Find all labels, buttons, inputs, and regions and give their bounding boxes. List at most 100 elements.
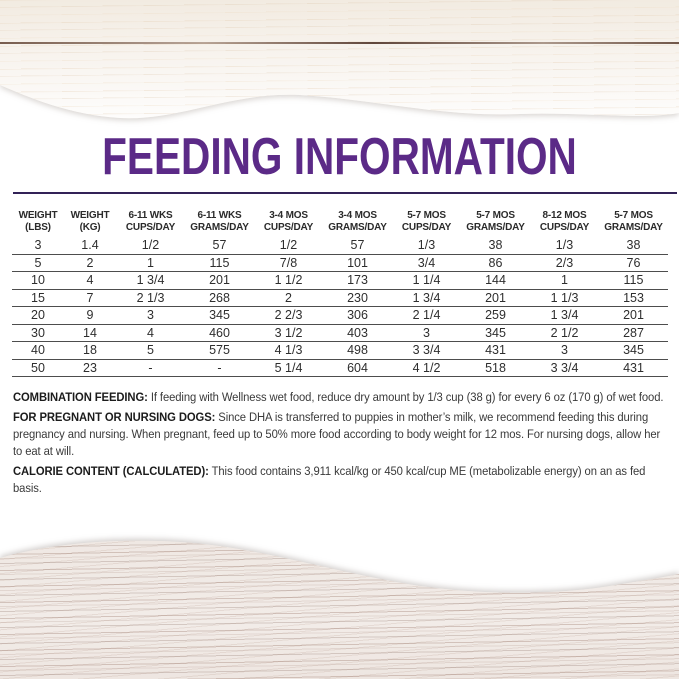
table-cell: - xyxy=(116,359,185,378)
column-header: 8-12 MOS CUPS/DAY xyxy=(530,206,599,237)
wood-plank-seam xyxy=(0,42,679,44)
column-header-unit: GRAMS/DAY xyxy=(190,221,249,233)
table-cell: 5 xyxy=(116,341,185,360)
table-cell: 498 xyxy=(323,341,392,360)
table-cell: 30 xyxy=(12,324,64,343)
table-row: 30 14 4 460 3 1/2 403 3 345 2 1/2 287 xyxy=(12,324,668,343)
table-cell: 7 xyxy=(64,289,116,308)
table-cell: 20 xyxy=(12,306,64,325)
table-cell: 18 xyxy=(64,341,116,360)
note-pregnant-nursing: FOR PREGNANT OR NURSING DOGS: Since DHA … xyxy=(13,409,666,460)
table-row: 50 23- -5 1/4 604 4 1/2 518 3 3/4 431 xyxy=(12,359,668,378)
table-cell: 431 xyxy=(461,341,530,360)
table-cell: 1 xyxy=(530,271,599,290)
content-area: FEEDING INFORMATION WEIGHT (LBS) WEIGHT (KG… xyxy=(0,130,679,500)
table-cell: 40 xyxy=(12,341,64,360)
table-row: 15 7 2 1/3 268 2 230 1 3/4 201 1 1/3 153 xyxy=(12,289,668,308)
table-cell: 1/2 xyxy=(116,237,185,255)
column-header-period: 3-4 MOS xyxy=(338,210,377,222)
table-cell: 1 xyxy=(116,254,185,273)
table-cell: 431 xyxy=(599,359,668,378)
table-cell: 50 xyxy=(12,359,64,378)
table-cell: 2 xyxy=(64,254,116,273)
table-cell: 2 2/3 xyxy=(254,306,323,325)
feeding-table: WEIGHT (LBS) WEIGHT (KG) 6-11 WKS CUPS/DAY 6-1… xyxy=(12,206,668,378)
column-header-unit: CUPS/DAY xyxy=(539,221,590,233)
table-cell: 101 xyxy=(323,254,392,273)
table-cell: 3 xyxy=(392,324,461,343)
column-header: 3-4 MOS CUPS/DAY xyxy=(254,206,323,237)
table-cell: 38 xyxy=(599,237,668,255)
note-label: COMBINATION FEEDING: xyxy=(13,390,148,405)
column-header: 5-7 MOS CUPS/DAY xyxy=(392,206,461,237)
feeding-table-header: WEIGHT (LBS) WEIGHT (KG) 6-11 WKS CUPS/DAY 6-1… xyxy=(12,206,668,237)
column-header-period: WEIGHT xyxy=(18,210,58,222)
table-cell: 14 xyxy=(64,324,116,343)
column-header-period: 3-4 MOS xyxy=(269,210,308,222)
column-header-period: 5-7 MOS xyxy=(476,210,515,222)
table-cell: 2 1/4 xyxy=(392,306,461,325)
feeding-notes: COMBINATION FEEDING: If feeding with Wel… xyxy=(13,389,666,497)
note-combination-feeding: COMBINATION FEEDING: If feeding with Wel… xyxy=(13,389,666,406)
table-cell: 201 xyxy=(599,306,668,325)
table-cell: - xyxy=(185,359,254,378)
column-header-unit: (LBS) xyxy=(25,221,51,233)
table-cell: 1/2 xyxy=(254,237,323,255)
table-cell: 1 1/4 xyxy=(392,271,461,290)
column-header-unit: CUPS/DAY xyxy=(263,221,314,233)
table-cell: 201 xyxy=(461,289,530,308)
page-title: FEEDING INFORMATION xyxy=(102,128,577,186)
table-cell: 2 1/2 xyxy=(530,324,599,343)
column-header-unit: GRAMS/DAY xyxy=(466,221,525,233)
column-header-period: 5-7 MOS xyxy=(614,210,653,222)
table-cell: 3 xyxy=(12,237,64,255)
table-cell: 4 xyxy=(116,324,185,343)
table-cell: 2 xyxy=(254,289,323,308)
table-cell: 230 xyxy=(323,289,392,308)
table-cell: 15 xyxy=(12,289,64,308)
table-cell: 306 xyxy=(323,306,392,325)
table-cell: 604 xyxy=(323,359,392,378)
column-header: 6-11 WKS CUPS/DAY xyxy=(116,206,185,237)
column-header-unit: GRAMS/DAY xyxy=(604,221,663,233)
table-cell: 57 xyxy=(323,237,392,255)
table-cell: 3 xyxy=(116,306,185,325)
table-cell: 4 1/2 xyxy=(392,359,461,378)
note-label: CALORIE CONTENT (CALCULATED): xyxy=(13,464,209,479)
table-cell: 1 3/4 xyxy=(392,289,461,308)
column-header-period: 8-12 MOS xyxy=(542,210,587,222)
wood-texture-bottom xyxy=(0,538,679,679)
table-cell: 144 xyxy=(461,271,530,290)
table-cell: 1.4 xyxy=(64,237,116,255)
table-cell: 2 1/3 xyxy=(116,289,185,308)
table-cell: 345 xyxy=(461,324,530,343)
table-cell: 259 xyxy=(461,306,530,325)
wood-texture-top xyxy=(0,0,679,132)
table-cell: 1 3/4 xyxy=(530,306,599,325)
column-header-period: 6-11 WKS xyxy=(128,210,173,222)
note-text: Since DHA is transferred to puppies in m… xyxy=(13,410,661,459)
table-cell: 173 xyxy=(323,271,392,290)
table-cell: 1 1/3 xyxy=(530,289,599,308)
table-cell: 5 xyxy=(12,254,64,273)
table-row: 10 4 1 3/4 201 1 1/2 173 1 1/4 144 1 115 xyxy=(12,271,668,290)
column-header-period: 6-11 WKS xyxy=(197,210,242,222)
note-text: This food contains 3,911 kcal/kg or 450 … xyxy=(13,464,646,496)
column-header-period: 5-7 MOS xyxy=(407,210,446,222)
column-header: 5-7 MOS GRAMS/DAY xyxy=(461,206,530,237)
table-cell: 23 xyxy=(64,359,116,378)
table-cell: 9 xyxy=(64,306,116,325)
table-cell: 345 xyxy=(599,341,668,360)
table-cell: 201 xyxy=(185,271,254,290)
table-cell: 3 1/2 xyxy=(254,324,323,343)
table-row: 40 18 5 575 4 1/3 498 3 3/4 431 3 345 xyxy=(12,341,668,360)
table-cell: 10 xyxy=(12,271,64,290)
column-header-unit: CUPS/DAY xyxy=(125,221,176,233)
table-cell: 287 xyxy=(599,324,668,343)
note-calorie-content: CALORIE CONTENT (CALCULATED): This food … xyxy=(13,463,666,497)
table-row: 20 9 3 345 2 2/3 306 2 1/4 259 1 3/4 201 xyxy=(12,306,668,325)
table-cell: 38 xyxy=(461,237,530,255)
table-row: 3 1.4 1/2 57 1/2 57 1/3 38 1/3 38 xyxy=(12,237,668,255)
table-cell: 76 xyxy=(599,254,668,273)
column-header: 5-7 MOS GRAMS/DAY xyxy=(599,206,668,237)
